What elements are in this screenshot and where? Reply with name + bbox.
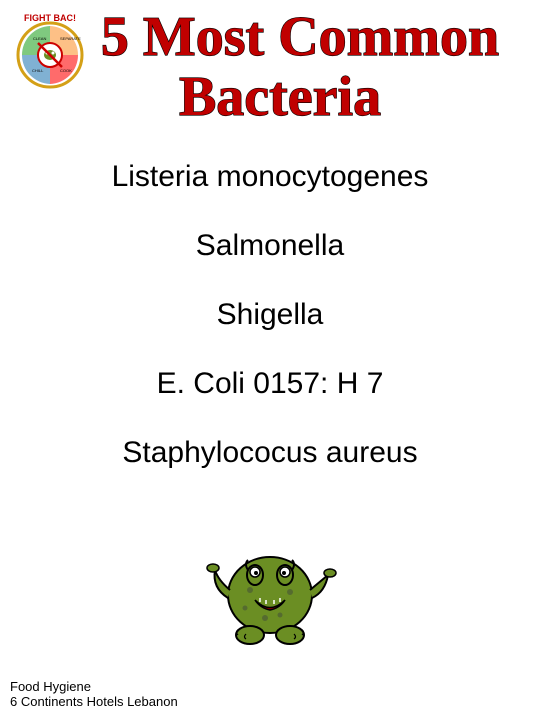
fight-bac-logo: FIGHT BAC! SEPARATE CLEAN COOK CHILL (10, 10, 90, 90)
footer: Food Hygiene 6 Continents Hotels Lebanon (10, 679, 178, 710)
footer-line1: Food Hygiene (10, 679, 178, 695)
list-item: Staphylococus aureus (0, 436, 540, 470)
bacteria-list: Listeria monocytogenes Salmonella Shigel… (0, 160, 540, 470)
svg-text:SEPARATE: SEPARATE (60, 36, 81, 41)
title-line1: 5 Most Common (101, 6, 499, 68)
svg-text:COOK: COOK (60, 68, 72, 73)
bacteria-monster-icon (200, 520, 340, 650)
svg-text:CLEAN: CLEAN (33, 36, 46, 41)
svg-text:FIGHT BAC!: FIGHT BAC! (24, 13, 76, 23)
title-line2: Bacteria (179, 66, 381, 128)
list-item: E. Coli 0157: H 7 (0, 367, 540, 401)
list-item: Salmonella (0, 229, 540, 263)
list-item: Shigella (0, 298, 540, 332)
svg-text:CHILL: CHILL (32, 68, 44, 73)
list-item: Listeria monocytogenes (0, 160, 540, 194)
footer-line2: 6 Continents Hotels Lebanon (10, 694, 178, 710)
